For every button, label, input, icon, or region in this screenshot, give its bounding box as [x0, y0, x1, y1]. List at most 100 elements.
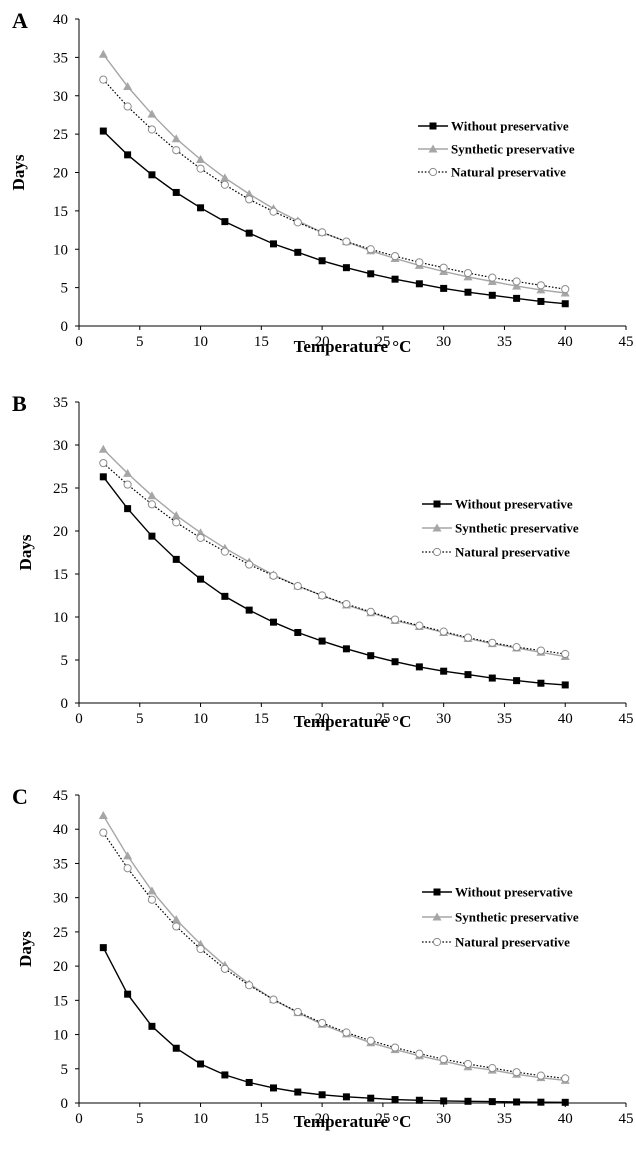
data-point-circle: [196, 944, 205, 954]
series-line: [102, 130, 566, 305]
data-point-circle: [342, 1028, 351, 1037]
data-point-circle: [342, 237, 351, 246]
y-tick-label: 15: [53, 204, 68, 220]
series-line: [102, 832, 566, 1079]
data-point-circle: [439, 1055, 448, 1064]
y-tick-label: 40: [53, 822, 68, 838]
data-point-circle: [147, 500, 157, 509]
data-point-square: [148, 171, 156, 179]
data-point-triangle: [512, 281, 522, 290]
data-point-square: [561, 681, 569, 689]
data-point-circle: [512, 643, 521, 652]
series-natural-preservative: [99, 75, 570, 294]
data-point-circle: [220, 964, 229, 973]
legend-marker-triangle: [432, 523, 442, 532]
chart-panel-b: B 0 5 10 15 20 25 30 35 0 5 10 15 20 25 30 35 40 45 Tempera…: [12, 391, 634, 731]
legend: Without preservative Synthetic preservati…: [418, 119, 575, 180]
legend-label: Natural preservative: [455, 935, 570, 950]
legend-item: Synthetic preservative: [422, 521, 579, 536]
data-point-triangle: [244, 189, 254, 198]
data-point-square: [440, 667, 448, 675]
data-point-square: [172, 555, 180, 563]
data-point-square: [561, 1098, 569, 1106]
legend-item: Natural preservative: [422, 935, 570, 950]
x-tick-label: 25: [375, 711, 390, 727]
x-tick-label: 35: [497, 334, 512, 350]
data-point-circle: [245, 195, 254, 204]
y-axis-title: Days: [16, 931, 35, 967]
data-point-circle: [463, 1059, 473, 1069]
series-natural-preservative: [99, 458, 570, 659]
data-point-square: [415, 280, 423, 288]
data-point-triangle: [123, 851, 133, 860]
data-point-square: [464, 671, 472, 679]
x-axis-title: Temperature °C: [294, 712, 412, 731]
legend-marker-triangle: [432, 912, 442, 921]
data-point-square: [391, 1096, 399, 1104]
data-point-square: [440, 284, 448, 292]
data-point-circle: [390, 252, 400, 261]
legend-label: Synthetic preservative: [455, 521, 579, 536]
y-tick-label: 20: [53, 524, 68, 540]
data-point-square: [488, 1098, 496, 1106]
data-point-square: [269, 1084, 277, 1092]
y-tick-label: 25: [53, 925, 68, 941]
y-tick-label: 10: [53, 610, 68, 626]
legend-label: Natural preservative: [455, 545, 570, 560]
data-point-square: [245, 229, 253, 237]
y-tick-label: 15: [53, 993, 68, 1009]
data-point-square: [464, 288, 472, 296]
x-tick-label: 0: [75, 711, 83, 727]
data-point-circle: [536, 1071, 546, 1080]
y-tick-label: 0: [61, 1096, 69, 1112]
x-tick-label: 25: [375, 334, 390, 350]
data-point-square: [318, 1091, 326, 1099]
x-tick-label: 40: [558, 1111, 573, 1127]
x-tick-label: 30: [436, 711, 451, 727]
x-tick-label: 0: [75, 334, 83, 350]
series-without-preservative: [99, 473, 569, 689]
data-point-square: [367, 1094, 375, 1102]
series-line: [102, 815, 566, 1082]
x-axis-title: Temperature °C: [294, 337, 412, 356]
data-point-triangle: [123, 82, 133, 91]
legend-label: Without preservative: [455, 885, 573, 900]
series-line: [102, 476, 566, 686]
legend-marker-triangle: [428, 144, 438, 153]
data-point-square: [197, 1060, 205, 1068]
x-tick-label: 45: [619, 711, 634, 727]
legend-marker-circle: [428, 167, 438, 177]
data-point-circle: [318, 1018, 327, 1028]
data-point-circle: [147, 895, 157, 904]
y-tick-label: 5: [61, 1062, 69, 1078]
y-tick-label: 5: [61, 281, 69, 297]
data-point-square: [197, 204, 205, 212]
data-point-circle: [366, 607, 375, 616]
data-point-circle: [536, 281, 546, 290]
legend-item: Natural preservative: [422, 545, 570, 560]
legend-marker-circle: [432, 937, 442, 947]
data-point-square: [294, 628, 302, 636]
x-tick-label: 40: [558, 711, 573, 727]
data-point-triangle: [147, 491, 157, 500]
data-point-circle: [536, 646, 546, 655]
data-point-square: [294, 1088, 302, 1096]
x-tick-label: 5: [136, 711, 144, 727]
x-tick-label: 20: [315, 1111, 330, 1127]
panel-label: A: [12, 8, 28, 33]
data-point-triangle: [171, 511, 181, 520]
legend-item: Natural preservative: [418, 165, 566, 180]
data-point-triangle: [123, 468, 133, 477]
y-tick-label: 25: [53, 127, 68, 143]
y-tick-label: 0: [61, 696, 69, 712]
data-point-triangle: [220, 173, 230, 182]
y-tick-label: 35: [53, 395, 68, 411]
data-point-square: [367, 270, 375, 278]
legend-marker-square: [433, 888, 441, 896]
x-tick-label: 5: [136, 1111, 144, 1127]
data-point-circle: [269, 995, 278, 1004]
chart-panel-a: A 0 5 10 15 20 25 30 35 40 0 5 10 15 20 25 30 35 40 45 Tempe…: [9, 8, 634, 356]
data-point-square: [124, 151, 132, 159]
data-point-circle: [415, 258, 424, 267]
panel-label: C: [12, 784, 28, 809]
